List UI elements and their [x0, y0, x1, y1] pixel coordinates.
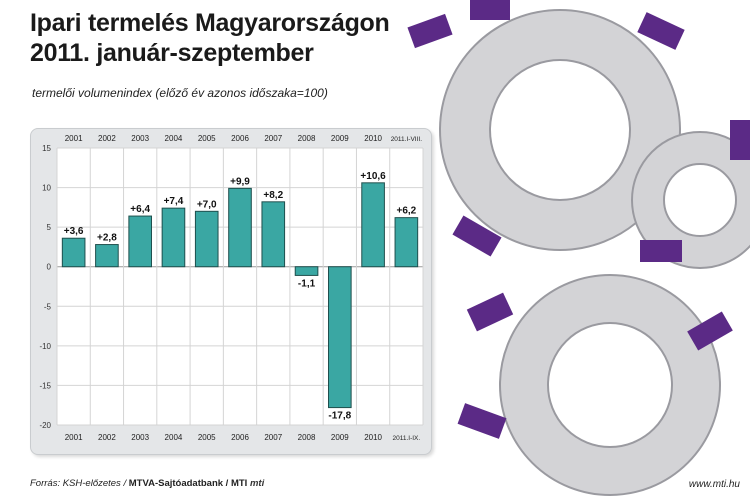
x-tick-label: 2004 [165, 433, 183, 442]
data-label: +10,6 [360, 171, 386, 182]
x-tick-label-top: 2011.I-VIII. [391, 136, 423, 143]
x-tick-label: 2009 [331, 433, 349, 442]
bar [294, 266, 319, 276]
x-tick-label-top: 2006 [231, 134, 249, 143]
data-label: +9,9 [230, 176, 250, 187]
bar [228, 187, 252, 268]
gear-icon-medium [631, 131, 750, 269]
source-footer: Forrás: KSH-előzetes / MTVA-Sajtóadatban… [30, 478, 264, 489]
x-tick-label: 2005 [198, 433, 216, 442]
x-tick-label-top: 2008 [298, 134, 316, 143]
y-tick-label: 10 [42, 184, 51, 193]
bar [161, 207, 186, 268]
x-tick-label-top: 2009 [331, 134, 349, 143]
y-tick-label: 15 [42, 144, 51, 153]
bar [95, 244, 119, 268]
x-tick-label: 2001 [65, 433, 83, 442]
bar [361, 182, 385, 268]
chart-subtitle: termelői volumenindex (előző év azonos i… [32, 86, 328, 100]
x-tick-label-top: 2003 [131, 134, 149, 143]
x-tick-label: 2007 [264, 433, 282, 442]
gear-icon-bottom [499, 274, 721, 496]
y-tick-label: -10 [39, 342, 51, 351]
x-tick-label: 2003 [131, 433, 149, 442]
mti-logo-icon: mti [249, 478, 265, 489]
x-tick-label: 2011.I-IX. [393, 435, 421, 442]
x-tick-label-top: 2004 [165, 134, 183, 143]
y-tick-label: 0 [47, 263, 52, 272]
data-label: +3,6 [64, 226, 84, 237]
x-tick-label-top: 2007 [264, 134, 282, 143]
data-label: +8,2 [263, 190, 283, 201]
data-label: +2,8 [97, 233, 117, 244]
bar [194, 210, 219, 268]
website-link[interactable]: www.mti.hu [688, 479, 740, 490]
data-label: +7,0 [197, 199, 217, 210]
data-label: -1,1 [298, 278, 316, 289]
page-title: Ipari termelés Magyarországon 2011. janu… [30, 8, 390, 68]
bar [328, 266, 352, 409]
x-tick-label-top: 2010 [364, 134, 382, 143]
bar [394, 217, 419, 268]
data-label: +6,4 [130, 204, 150, 215]
x-tick-label-top: 2002 [98, 134, 116, 143]
bar [261, 201, 286, 268]
purple-teeth-decoration [407, 0, 750, 439]
title-line-1: Ipari termelés Magyarországon [30, 9, 390, 37]
bar [61, 237, 86, 268]
x-tick-label: 2010 [364, 433, 382, 442]
data-label: -17,8 [328, 411, 351, 422]
y-tick-label: -5 [44, 302, 52, 311]
y-tick-label: -20 [39, 421, 51, 430]
x-tick-label: 2002 [98, 433, 116, 442]
data-label: +7,4 [164, 196, 184, 207]
y-tick-label: -15 [39, 381, 51, 390]
x-tick-label: 2006 [231, 433, 249, 442]
source-prefix: Forrás: KSH-előzetes / [30, 478, 129, 489]
source-bold: MTVA-Sajtóadatbank / MTI [128, 478, 248, 489]
y-tick-label: 5 [47, 223, 52, 232]
x-tick-label: 2008 [298, 433, 316, 442]
bar [128, 215, 152, 268]
x-tick-label-top: 2001 [65, 134, 83, 143]
title-line-2: 2011. január-szeptember [30, 39, 314, 67]
data-label: +6,2 [396, 206, 416, 217]
x-tick-label-top: 2005 [198, 134, 216, 143]
bar-chart: 15 10 5 0 -5 -10 -15 -20 +3,6 2001 2001 +2,8 2002 200… [39, 134, 424, 442]
gear-icon-large [439, 9, 681, 251]
